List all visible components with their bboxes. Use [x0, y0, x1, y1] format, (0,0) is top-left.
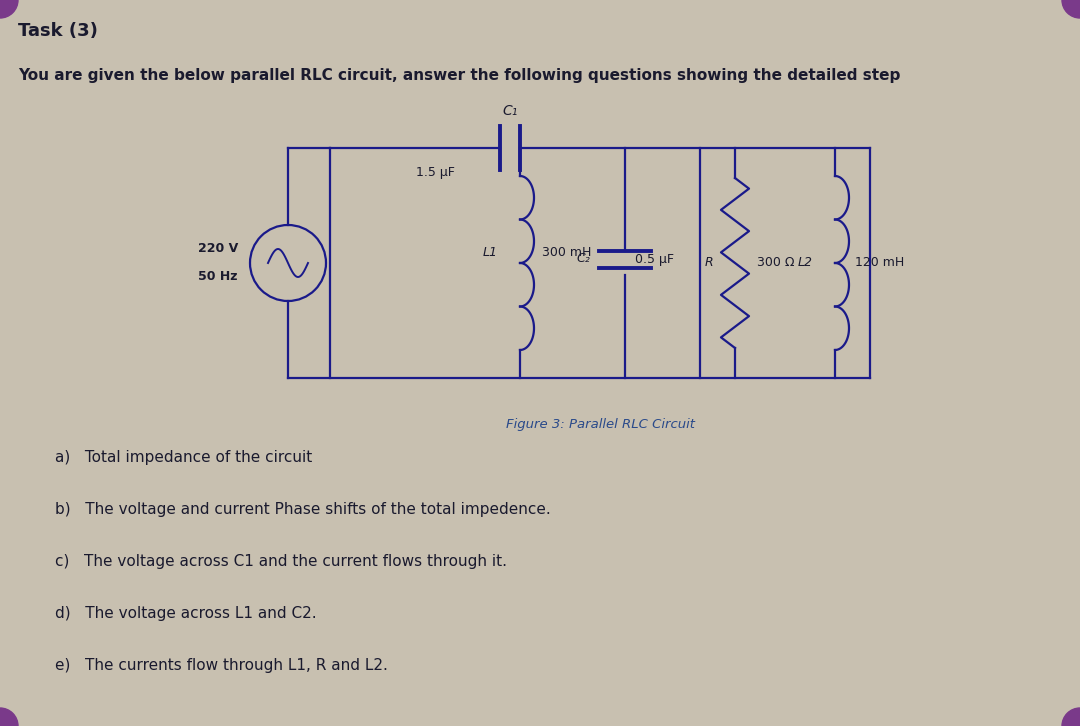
Text: a)   Total impedance of the circuit: a) Total impedance of the circuit [55, 450, 312, 465]
Circle shape [0, 708, 18, 726]
Text: Figure 3: Parallel RLC Circuit: Figure 3: Parallel RLC Circuit [505, 418, 694, 431]
Text: 0.5 μF: 0.5 μF [635, 253, 674, 266]
Text: C₁: C₁ [502, 104, 517, 118]
Text: e)   The currents flow through L1, R and L2.: e) The currents flow through L1, R and L… [55, 658, 388, 673]
Text: 50 Hz: 50 Hz [199, 271, 238, 283]
Text: C₂: C₂ [577, 253, 590, 266]
Text: d)   The voltage across L1 and C2.: d) The voltage across L1 and C2. [55, 606, 316, 621]
Text: 300 mH: 300 mH [542, 247, 592, 259]
Circle shape [1062, 0, 1080, 18]
Text: You are given the below parallel RLC circuit, answer the following questions sho: You are given the below parallel RLC cir… [18, 68, 901, 83]
Text: c)   The voltage across C1 and the current flows through it.: c) The voltage across C1 and the current… [55, 554, 507, 569]
Circle shape [1062, 708, 1080, 726]
Text: Task (3): Task (3) [18, 22, 98, 40]
Text: 1.5 μF: 1.5 μF [416, 166, 455, 179]
Text: b)   The voltage and current Phase shifts of the total impedence.: b) The voltage and current Phase shifts … [55, 502, 551, 517]
Text: 120 mH: 120 mH [855, 256, 904, 269]
Text: 300 Ω: 300 Ω [757, 256, 795, 269]
Text: L1: L1 [483, 247, 498, 259]
Text: R: R [704, 256, 713, 269]
Text: L2: L2 [798, 256, 813, 269]
Circle shape [0, 0, 18, 18]
Text: 220 V: 220 V [198, 242, 238, 256]
